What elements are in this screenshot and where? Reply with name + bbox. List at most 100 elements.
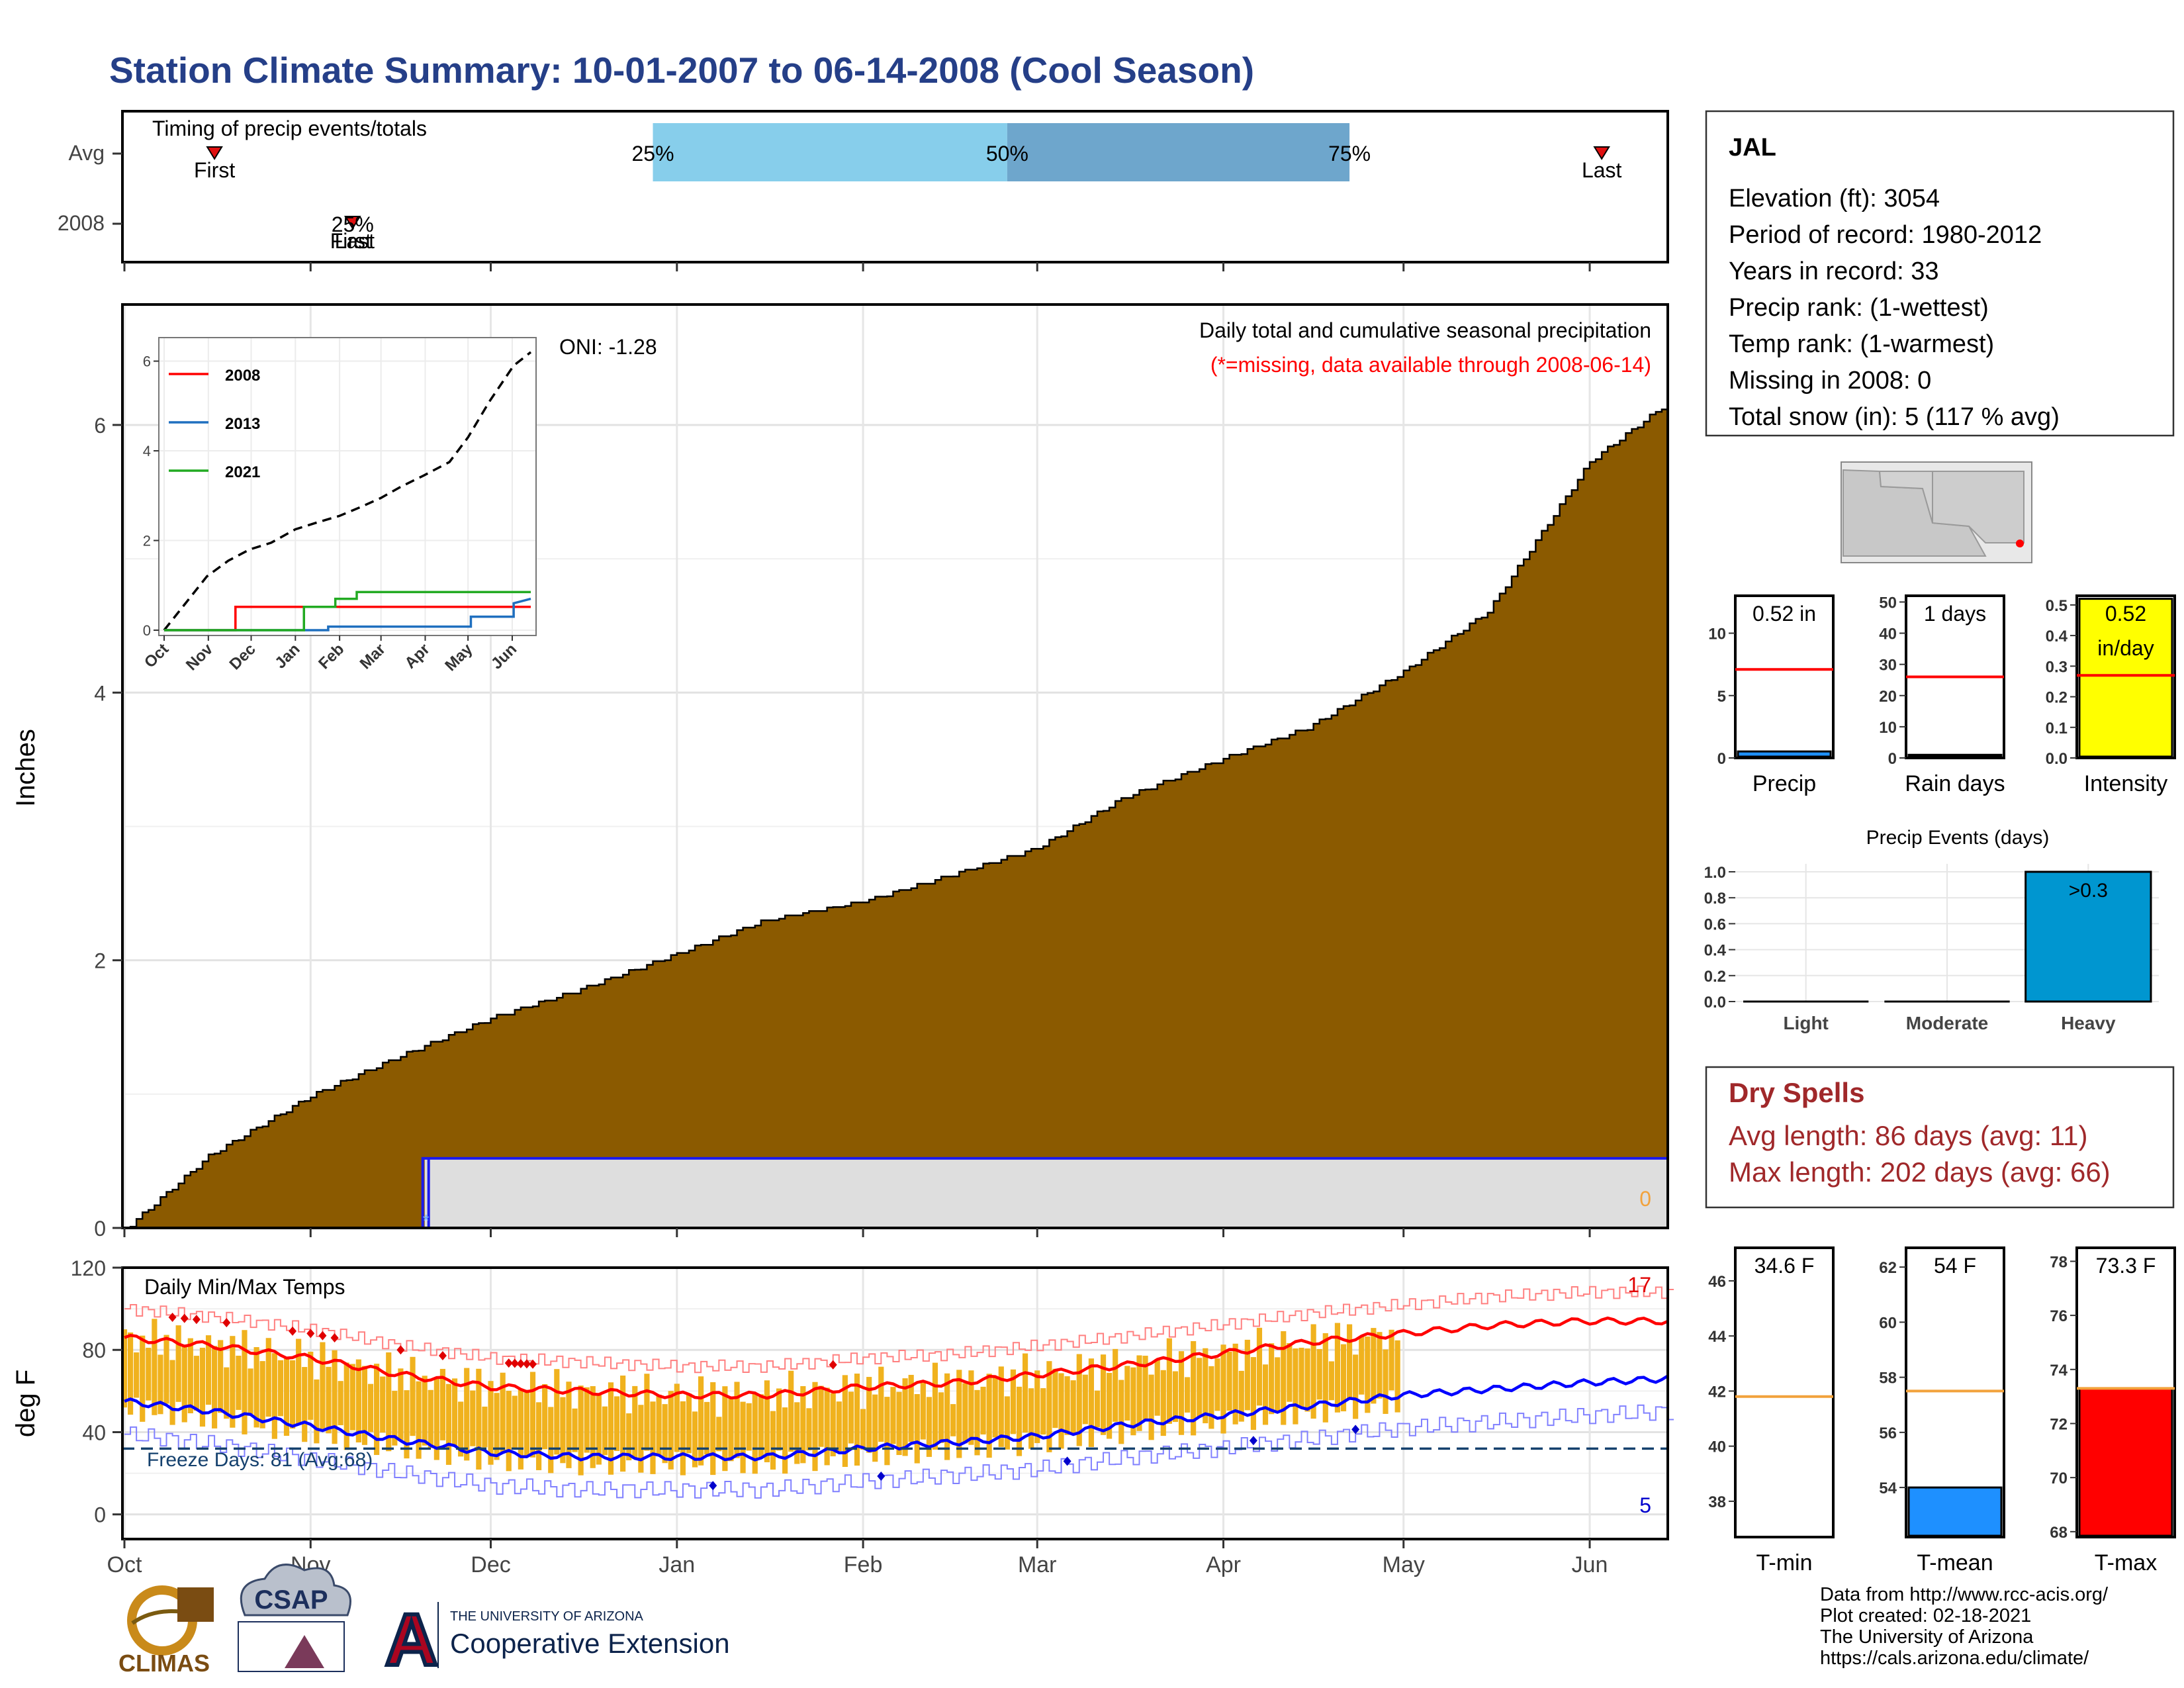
csap-logo-text: CSAP bbox=[254, 1585, 328, 1615]
daily-temp-range-bar bbox=[1226, 1351, 1232, 1411]
legend-2021-label: 2021 bbox=[225, 463, 260, 481]
daily-temp-range-bar bbox=[1142, 1356, 1148, 1421]
daily-temp-range-bar bbox=[512, 1395, 518, 1448]
daily-temp-range-bar bbox=[1178, 1351, 1185, 1435]
daily-temp-range-bar bbox=[259, 1361, 265, 1429]
record-high-marker bbox=[516, 1358, 525, 1368]
temp-y-tick-label: 0 bbox=[94, 1503, 106, 1527]
daily-temp-range-bar bbox=[1328, 1361, 1334, 1401]
precip-y-tick-label: 6 bbox=[94, 414, 106, 438]
daily-temp-range-bar bbox=[584, 1387, 590, 1453]
daily-temp-range-bar bbox=[1004, 1396, 1010, 1450]
avg-first-marker bbox=[206, 146, 223, 160]
daily-temp-range-bar bbox=[1064, 1376, 1070, 1435]
timing-panel: Timing of precip events/totals Avg 2008 … bbox=[58, 110, 1669, 271]
daily-temp-range-bar bbox=[445, 1383, 452, 1465]
daily-temp-range-bar bbox=[842, 1375, 848, 1468]
record-high-marker bbox=[192, 1315, 201, 1325]
daily-temp-range-bar bbox=[386, 1352, 392, 1452]
daily-temp-range-bar bbox=[614, 1396, 620, 1451]
daily-temp-range-bar bbox=[932, 1362, 938, 1450]
station-info-box: JAL Elevation (ft): 3054 Period of recor… bbox=[1705, 110, 2175, 437]
dry-avg-length: Avg length: 86 days (avg: 11) bbox=[1729, 1120, 2087, 1151]
events-y-tick-label: 0.4 bbox=[1704, 942, 1727, 960]
daily-temp-range-bar bbox=[806, 1408, 812, 1450]
daily-temp-range-bar bbox=[1353, 1354, 1359, 1419]
mini-y-tick-label: 68 bbox=[2050, 1524, 2068, 1542]
events-y-tick-label: 0.8 bbox=[1704, 890, 1726, 908]
mini-value-bar bbox=[1737, 750, 1832, 758]
record-low-marker bbox=[877, 1471, 886, 1481]
mini-y-tick-label: 74 bbox=[2050, 1362, 2068, 1380]
daily-temp-range-bar bbox=[296, 1338, 302, 1425]
daily-temp-range-bar bbox=[1088, 1358, 1094, 1447]
avg-last-marker bbox=[1593, 146, 1610, 160]
inset-bg bbox=[159, 338, 536, 635]
daily-temp-range-bar bbox=[332, 1350, 338, 1444]
daily-temp-range-bar bbox=[500, 1372, 506, 1452]
csap-logo-mountain bbox=[285, 1635, 324, 1668]
daily-temp-range-bar bbox=[938, 1392, 944, 1443]
footer-created: Plot created: 02-18-2021 bbox=[1820, 1605, 2031, 1626]
daily-temp-range-bar bbox=[1160, 1370, 1166, 1436]
ua-extension-text: Cooperative Extension bbox=[450, 1628, 730, 1659]
partner-logos: CLIMAS CSAP A THE UNIVERSITY OF ARIZONA … bbox=[118, 1564, 730, 1683]
temp-y-tick-label: 40 bbox=[82, 1421, 106, 1444]
daily-temp-range-bar bbox=[529, 1372, 536, 1458]
mini-y-tick-label: 78 bbox=[2050, 1253, 2068, 1271]
mini-axis-label: T-min bbox=[1756, 1550, 1813, 1575]
info-temp-rank: Temp rank: (1-warmest) bbox=[1729, 330, 1994, 358]
daily-temp-range-bar bbox=[986, 1374, 992, 1458]
daily-temp-range-bar bbox=[1185, 1377, 1191, 1413]
daily-temp-range-bar bbox=[416, 1381, 422, 1459]
daily-temp-range-bar bbox=[277, 1360, 284, 1417]
daily-temp-range-bar bbox=[860, 1409, 866, 1450]
mini-value-label: 34.6 F bbox=[1754, 1254, 1815, 1278]
daily-temp-range-bar bbox=[1100, 1354, 1107, 1435]
daily-temp-range-bar bbox=[764, 1380, 770, 1462]
daily-temp-range-bar bbox=[776, 1388, 782, 1451]
mini-y-tick-label: 20 bbox=[1879, 688, 1897, 706]
mini-value-label: 0.52 bbox=[2105, 602, 2146, 626]
daily-temp-range-bar bbox=[1166, 1338, 1172, 1424]
mini-y-tick-label: 5 bbox=[1717, 688, 1726, 706]
daily-temp-range-bar bbox=[674, 1383, 680, 1452]
daily-temp-range-bar bbox=[482, 1406, 488, 1448]
daily-temp-range-bar bbox=[656, 1394, 662, 1457]
inset-2021-line bbox=[164, 590, 531, 632]
daily-temp-range-bar bbox=[523, 1389, 530, 1458]
record-tmin-envelope bbox=[124, 1404, 1674, 1499]
daily-temp-range-bar bbox=[1010, 1369, 1017, 1434]
tmax-bar-chart: 73.3 F 68 70 72 74 76 78 T-max bbox=[2050, 1246, 2176, 1575]
daily-temp-range-bar bbox=[187, 1338, 193, 1413]
daily-temp-range-bar bbox=[902, 1378, 908, 1456]
daily-temp-range-bar bbox=[680, 1401, 686, 1476]
mini-y-tick-label: 0 bbox=[1717, 750, 1726, 768]
daily-temp-range-bar bbox=[560, 1397, 566, 1464]
ua-block-a: A bbox=[385, 1599, 437, 1681]
climas-logo: CLIMAS bbox=[118, 1585, 214, 1677]
temp-x-tick-label: Feb bbox=[844, 1552, 883, 1577]
daily-temp-range-bar bbox=[608, 1382, 614, 1475]
mini-axis-label: Intensity bbox=[2084, 771, 2168, 796]
mini-y-tick-label: 62 bbox=[1879, 1259, 1897, 1277]
avg-tmin-line bbox=[124, 1374, 1669, 1462]
daily-temp-range-bar bbox=[422, 1376, 428, 1446]
daily-temp-range-bar bbox=[920, 1383, 926, 1440]
events-bar bbox=[2025, 870, 2152, 1003]
inset-y-tick-label: 4 bbox=[143, 443, 151, 459]
temperature-panel: Daily Min/Max Temps Freeze Days: 81 (Avg… bbox=[11, 1256, 1674, 1577]
mini-y-tick-label: 50 bbox=[1879, 594, 1897, 612]
precip-frame bbox=[121, 303, 1669, 1229]
precip-events-chart: Precip Events (days) Light Moderate Heavy >… bbox=[1704, 827, 2159, 1033]
record-high-marker bbox=[510, 1358, 519, 1368]
timing-row-avg: Avg bbox=[68, 141, 105, 165]
daily-temp-range-bar bbox=[121, 1329, 128, 1408]
record-high-marker bbox=[318, 1331, 327, 1340]
info-snow: Total snow (in): 5 (117 % avg) bbox=[1729, 403, 2060, 431]
daily-temp-range-bar bbox=[914, 1393, 920, 1464]
daily-temp-range-bar bbox=[1094, 1390, 1101, 1428]
tmin-bar-chart: 34.6 F 38 40 42 44 46 T-min bbox=[1708, 1246, 1835, 1575]
mini-y-tick-label: 70 bbox=[2050, 1470, 2068, 1487]
